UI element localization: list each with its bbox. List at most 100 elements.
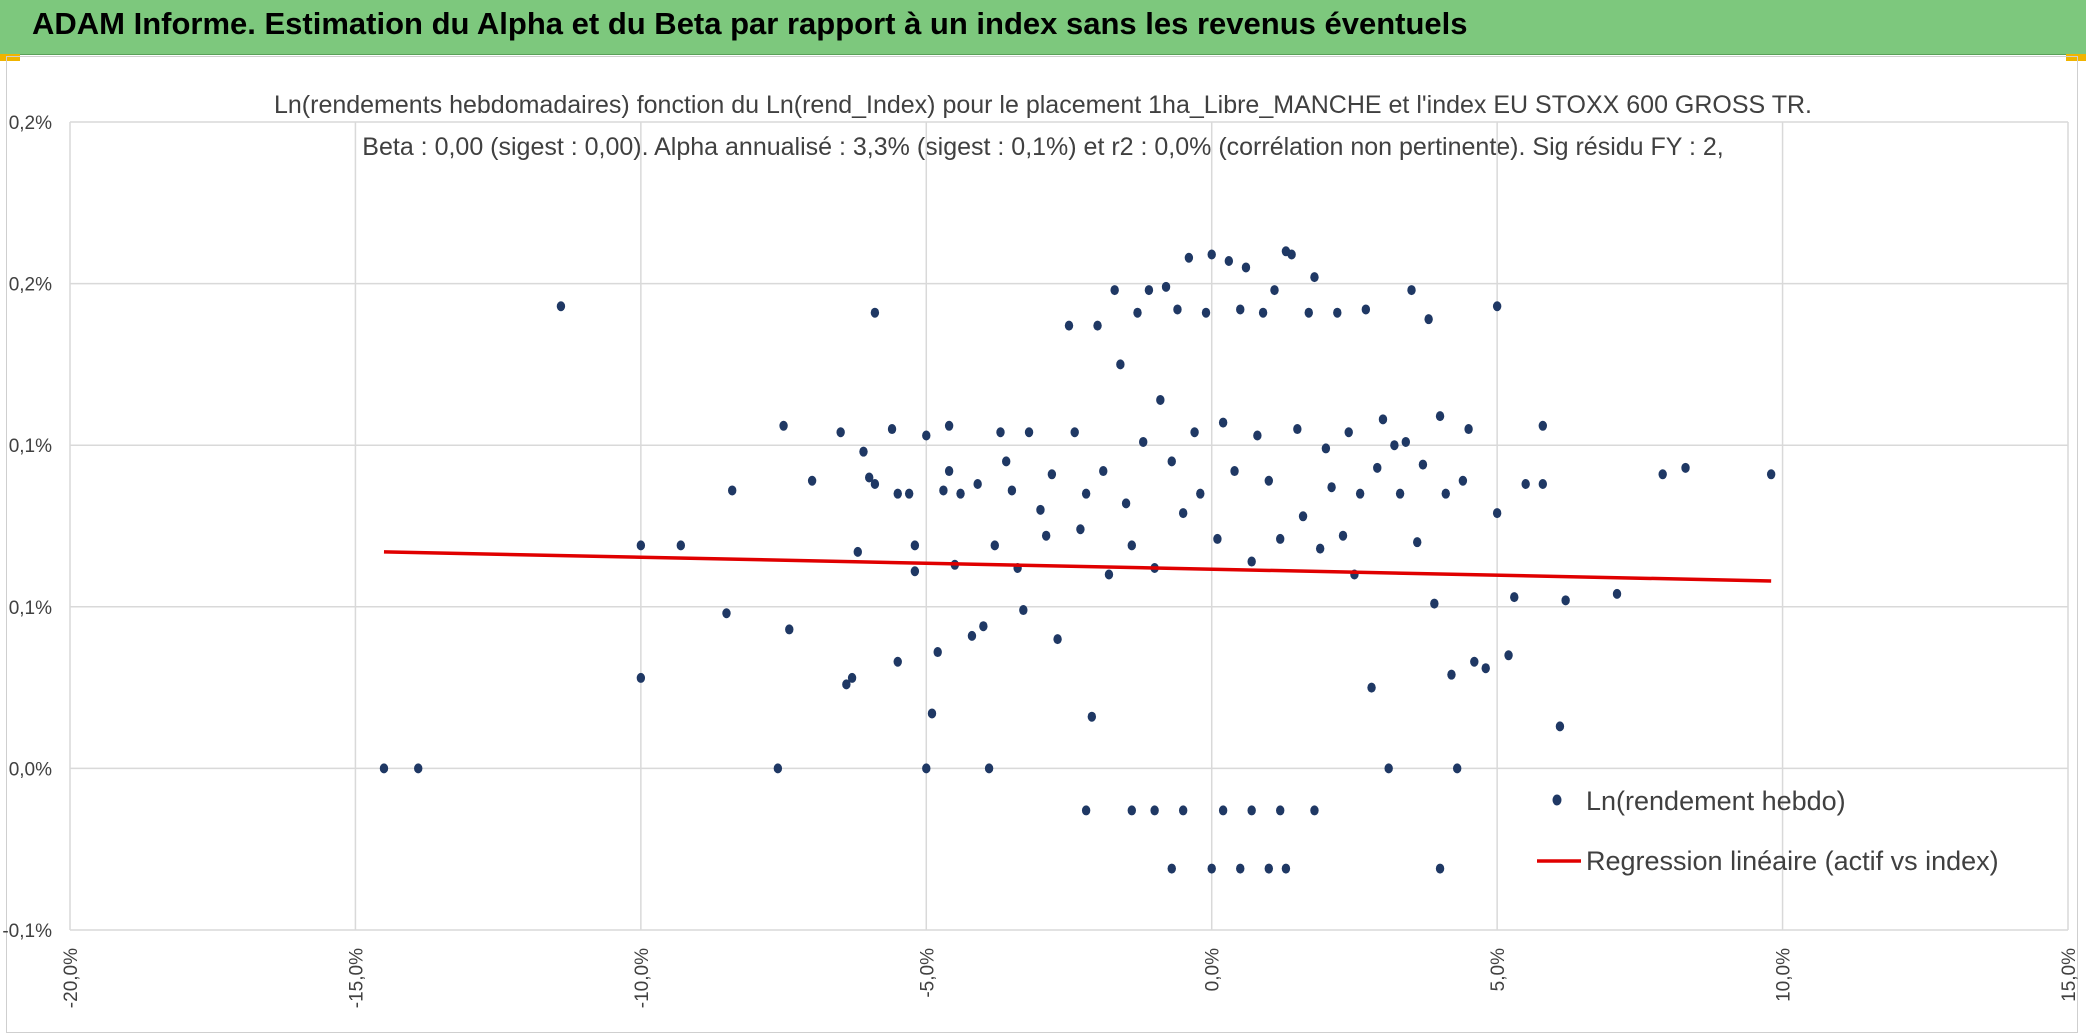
- data-point: [1264, 475, 1274, 486]
- data-point: [676, 540, 686, 551]
- data-point: [1201, 307, 1211, 318]
- data-point: [1253, 430, 1262, 441]
- data-point: [1270, 285, 1279, 296]
- data-point: [1538, 478, 1548, 489]
- data-point: [893, 656, 902, 667]
- data-point: [1492, 301, 1502, 312]
- data-point: [1287, 249, 1296, 260]
- data-point: [1133, 307, 1142, 318]
- data-point: [1076, 524, 1085, 535]
- data-point: [859, 446, 868, 457]
- data-point: [1276, 805, 1285, 816]
- x-tick-label: 0,0%: [1203, 948, 1224, 991]
- data-point: [1173, 304, 1182, 315]
- y-tick-label: 0,1%: [9, 598, 52, 619]
- data-point: [1298, 511, 1308, 522]
- data-point: [836, 427, 845, 438]
- data-point: [1435, 863, 1445, 874]
- data-point: [944, 420, 954, 431]
- data-point: [922, 763, 931, 774]
- data-point: [990, 540, 999, 551]
- data-point: [1207, 249, 1216, 260]
- data-point: [636, 672, 646, 683]
- data-point: [887, 424, 897, 435]
- data-point: [1236, 863, 1245, 874]
- data-point: [1395, 488, 1405, 499]
- data-point: [1418, 459, 1428, 470]
- data-point: [979, 621, 988, 632]
- data-point: [1167, 863, 1176, 874]
- data-point: [1430, 598, 1439, 609]
- data-point: [636, 540, 646, 551]
- data-point: [1184, 252, 1194, 263]
- data-point: [1144, 285, 1154, 296]
- data-point: [1150, 805, 1159, 816]
- data-point: [984, 763, 994, 774]
- data-point: [1321, 443, 1331, 454]
- data-point: [933, 647, 942, 658]
- data-point: [956, 488, 965, 499]
- data-point: [1555, 721, 1565, 732]
- data-point: [1070, 427, 1079, 438]
- data-point: [1373, 462, 1382, 473]
- data-point: [1024, 427, 1034, 438]
- x-tick-label: 15,0%: [2059, 948, 2080, 1002]
- data-point: [1110, 285, 1119, 296]
- data-point: [1504, 650, 1513, 661]
- data-point: [1127, 540, 1136, 551]
- y-tick-label: 0,2%: [9, 113, 52, 134]
- data-point: [1230, 466, 1239, 477]
- data-point: [1167, 456, 1176, 467]
- data-point: [1458, 475, 1468, 486]
- data-point: [1338, 530, 1348, 541]
- data-point: [1492, 508, 1502, 519]
- data-point: [1047, 469, 1057, 480]
- data-point: [1447, 669, 1456, 680]
- data-point: [1435, 411, 1445, 422]
- y-tick-label: 0,2%: [9, 275, 52, 296]
- data-point: [1236, 304, 1245, 315]
- data-point: [927, 708, 937, 719]
- data-point: [1612, 588, 1622, 599]
- data-point: [1276, 533, 1285, 544]
- data-point: [1064, 320, 1074, 331]
- data-point: [1196, 488, 1205, 499]
- regression-line: [383, 550, 1772, 583]
- data-point: [1121, 498, 1131, 509]
- legend-label-points: Ln(rendement hebdo): [1586, 786, 1846, 816]
- data-point: [1344, 427, 1353, 438]
- data-point: [944, 466, 954, 477]
- data-point: [1361, 304, 1371, 315]
- data-point: [893, 488, 902, 499]
- data-point: [1561, 595, 1570, 606]
- data-point: [1452, 763, 1462, 774]
- x-tick-label: -10,0%: [632, 948, 653, 1008]
- data-point: [1218, 417, 1228, 428]
- legend-marker-points: [1552, 794, 1562, 806]
- data-point: [870, 478, 880, 489]
- data-point: [910, 540, 920, 551]
- data-point: [1510, 592, 1519, 603]
- data-point: [1293, 424, 1302, 435]
- data-point: [939, 485, 948, 496]
- report-title: ADAM Informe. Estimation du Alpha et du …: [32, 6, 1468, 41]
- data-point: [1139, 436, 1148, 447]
- data-point: [847, 672, 857, 683]
- data-point: [1470, 656, 1479, 667]
- data-point: [865, 472, 874, 483]
- x-tick-label: -20,0%: [61, 948, 82, 1008]
- data-point: [870, 307, 880, 318]
- data-point: [1087, 711, 1097, 722]
- data-point: [1384, 763, 1393, 774]
- data-point: [1407, 285, 1416, 296]
- data-point: [1658, 469, 1667, 480]
- data-point: [727, 485, 737, 496]
- data-point: [414, 763, 423, 774]
- data-point: [379, 763, 389, 774]
- data-point: [1378, 414, 1388, 425]
- data-point: [1127, 805, 1136, 816]
- data-point: [1390, 440, 1399, 451]
- data-point: [1178, 805, 1188, 816]
- x-tick-label: 10,0%: [1774, 948, 1795, 1002]
